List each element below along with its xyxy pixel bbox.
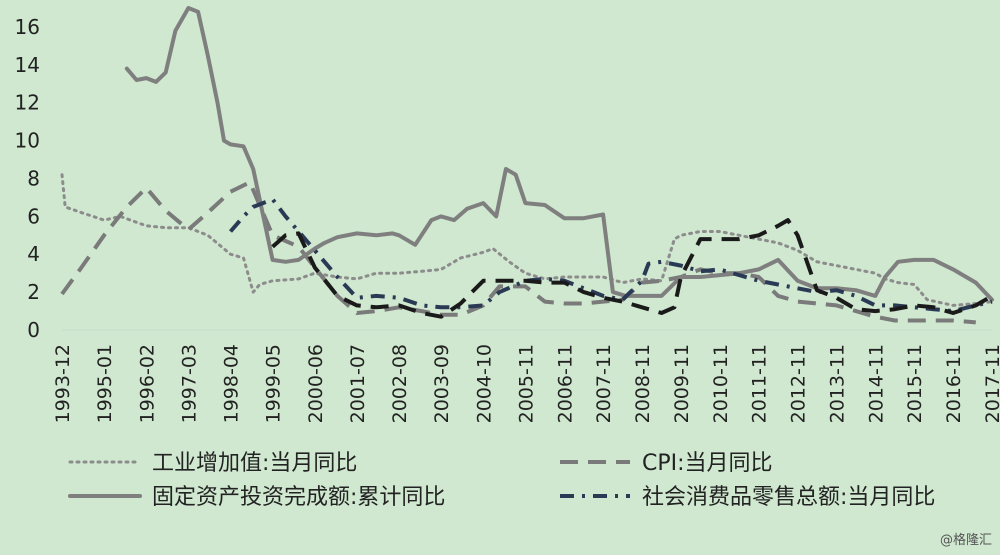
- y-tick-label: 14: [15, 53, 40, 77]
- y-tick-label: 8: [27, 166, 40, 190]
- y-axis-ticks: 0 2 4 6 8 10 12 14 16: [15, 15, 40, 342]
- y-tick-label: 2: [27, 280, 40, 304]
- x-tick-label: 2012-11: [788, 344, 810, 423]
- x-tick-label: 2009-11: [671, 344, 693, 423]
- y-tick-label: 6: [27, 204, 40, 228]
- y-tick-label: 4: [27, 242, 40, 266]
- y-tick-label: 10: [15, 129, 40, 153]
- x-tick-label: 2015-11: [904, 344, 926, 423]
- x-tick-label: 1997-03: [178, 344, 200, 423]
- series-lines: [60, 6, 994, 325]
- x-tick-label: 2005-11: [515, 344, 537, 423]
- y-tick-label: 12: [15, 91, 40, 115]
- x-tick-label: 2001-07: [347, 344, 369, 423]
- legend-label-0: 工业增加值:当月同比: [152, 451, 357, 476]
- series-line-1: [60, 180, 976, 325]
- x-tick-label: 2002-08: [389, 344, 411, 423]
- y-tick-label: 16: [15, 15, 40, 39]
- watermark: @格隆汇: [940, 532, 992, 548]
- x-tick-label: 1993-12: [52, 344, 74, 423]
- x-tick-label: 2008-11: [632, 344, 654, 423]
- legend-label-2: 固定资产投资完成额:累计同比: [152, 485, 445, 510]
- x-tick-label: 1999-05: [263, 344, 285, 423]
- x-tick-label: 2006-11: [554, 344, 576, 423]
- series-line-0: [60, 173, 994, 307]
- x-tick-label: 1995-01: [94, 344, 116, 423]
- x-tick-label: 2016-11: [943, 344, 965, 423]
- y-tick-label: 0: [27, 318, 40, 342]
- x-tick-label: 2007-11: [593, 344, 615, 423]
- x-tick-label: 2000-06: [305, 344, 327, 423]
- x-axis-ticks: 1993-12 1995-01 1996-02 1997-03 1998-04 1999-…: [52, 344, 1000, 423]
- series-line-2: [124, 6, 994, 302]
- x-tick-label: 2011-11: [749, 344, 771, 423]
- x-tick-label: 2013-11: [826, 344, 848, 423]
- x-tick-label: 1998-04: [221, 344, 243, 423]
- series-line-4: [271, 218, 994, 319]
- legend-label-3: 社会消费品零售总额:当月同比: [642, 485, 935, 510]
- x-tick-label: 2014-11: [865, 344, 887, 423]
- x-tick-label: 2004-10: [473, 344, 495, 423]
- x-tick-label: 1996-02: [136, 344, 158, 423]
- x-tick-label: 2010-11: [710, 344, 732, 423]
- x-tick-label: 2017-11: [982, 344, 1000, 423]
- x-tick-label: 2003-09: [431, 344, 453, 423]
- legend-label-1: CPI:当月同比: [642, 451, 773, 476]
